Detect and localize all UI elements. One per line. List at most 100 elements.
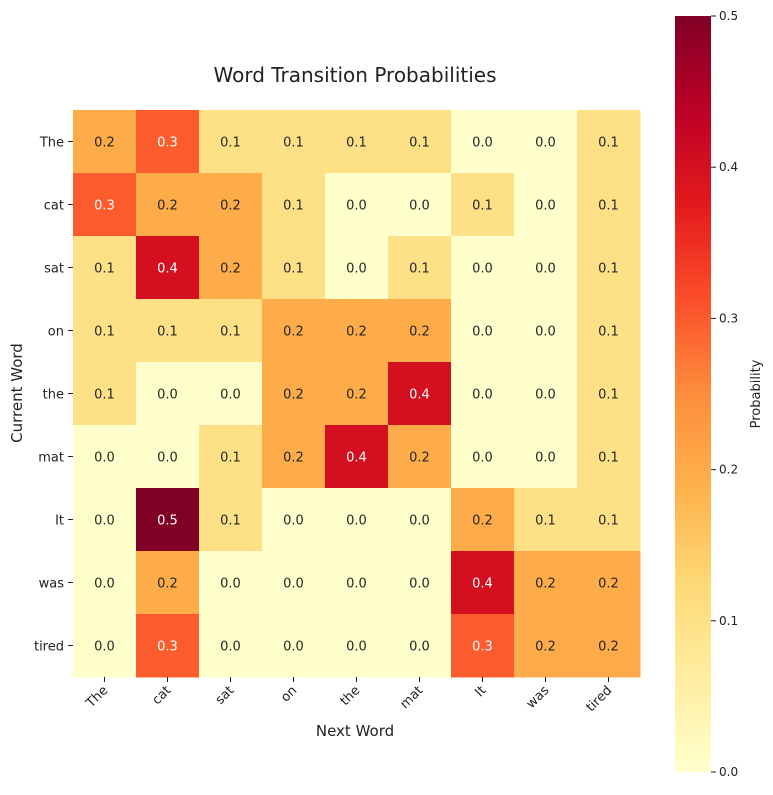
heatmap-cell-mat-tired [577, 425, 641, 489]
x-tick-label: cat [149, 683, 174, 708]
cell-value-label: 0.1 [598, 136, 619, 151]
heatmap-cell-was-The [73, 551, 137, 615]
heatmap-cell-the-tired [577, 362, 641, 426]
heatmap-cell-cat-It [451, 173, 515, 237]
cell-value-label: 0.2 [283, 451, 304, 466]
cell-value-label: 0.0 [220, 388, 241, 403]
cell-value-label: 0.0 [409, 577, 430, 592]
cell-value-label: 0.0 [409, 514, 430, 529]
cell-value-label: 0.2 [598, 640, 619, 655]
cell-value-label: 0.3 [472, 640, 493, 655]
cell-value-label: 0.3 [157, 640, 178, 655]
cell-value-label: 0.1 [598, 451, 619, 466]
cell-value-label: 0.0 [535, 199, 556, 214]
heatmap-cell-It-sat [199, 488, 263, 552]
heatmap-cell-mat-mat [388, 425, 452, 489]
heatmap-cell-was-cat [136, 551, 200, 615]
cell-value-label: 0.1 [598, 514, 619, 529]
heatmap-cell-The-on [262, 110, 326, 174]
x-tick-label: The [83, 683, 111, 711]
cell-value-label: 0.0 [220, 640, 241, 655]
heatmap-cell-It-tired [577, 488, 641, 552]
cell-value-label: 0.1 [409, 136, 430, 151]
heatmap-cell-cat-The [73, 173, 137, 237]
heatmap-cell-cat-on [262, 173, 326, 237]
heatmap-cell-mat-cat [136, 425, 200, 489]
heatmap-cell-cat-tired [577, 173, 641, 237]
cell-value-label: 0.1 [220, 136, 241, 151]
x-tick-label: tired [583, 683, 615, 715]
heatmap-cell-cat-mat [388, 173, 452, 237]
y-axis-label: Current Word [8, 343, 26, 443]
heatmap-cell-sat-on [262, 236, 326, 300]
cell-value-label: 0.0 [535, 136, 556, 151]
cell-value-label: 0.4 [472, 577, 493, 592]
cell-value-label: 0.0 [283, 514, 304, 529]
colorbar-tick-label: 0.0 [719, 765, 738, 779]
cell-value-label: 0.1 [94, 388, 115, 403]
y-tick-label: The [39, 136, 64, 151]
cell-value-label: 0.0 [94, 451, 115, 466]
heatmap-cell-was-It [451, 551, 515, 615]
y-tick-label: mat [38, 451, 64, 466]
x-axis-ticks: The cat sat on the mat It was tired [83, 677, 615, 715]
heatmap-cell-the-mat [388, 362, 452, 426]
cell-value-label: 0.2 [220, 199, 241, 214]
heatmap-cell-tired-was [514, 614, 578, 678]
heatmap-cell-tired-It [451, 614, 515, 678]
cell-value-label: 0.1 [409, 262, 430, 277]
heatmap-cell-on-sat [199, 299, 263, 363]
heatmap-cell-The-was [514, 110, 578, 174]
heatmap-cell-It-was [514, 488, 578, 552]
cell-value-label: 0.2 [409, 451, 430, 466]
cell-value-label: 0.1 [283, 199, 304, 214]
heatmap-cell-was-sat [199, 551, 263, 615]
cell-value-label: 0.1 [94, 325, 115, 340]
cell-value-label: 0.1 [283, 136, 304, 151]
heatmap-cell-the-sat [199, 362, 263, 426]
cell-value-label: 0.0 [283, 577, 304, 592]
x-tick-label: was [524, 683, 553, 712]
x-axis-label: Next Word [316, 722, 394, 740]
cell-value-label: 0.2 [283, 325, 304, 340]
chart-title: Word Transition Probabilities [213, 63, 496, 87]
colorbar [675, 16, 711, 772]
cell-value-label: 0.2 [598, 577, 619, 592]
cell-value-label: 0.0 [346, 577, 367, 592]
y-tick-label: It [55, 514, 64, 529]
cell-value-label: 0.2 [283, 388, 304, 403]
cell-value-label: 0.2 [346, 325, 367, 340]
heatmap-cell-cat-the [325, 173, 389, 237]
heatmap-cell-tired-mat [388, 614, 452, 678]
cell-value-label: 0.0 [472, 262, 493, 277]
cell-value-label: 0.0 [472, 136, 493, 151]
cell-value-label: 0.0 [535, 451, 556, 466]
heatmap-cells [73, 110, 641, 678]
heatmap-cell-The-mat [388, 110, 452, 174]
colorbar-tick-label: 0.4 [719, 160, 738, 174]
cell-value-label: 0.0 [346, 199, 367, 214]
heatmap-cell-mat-was [514, 425, 578, 489]
heatmap-cell-cat-was [514, 173, 578, 237]
cell-value-label: 0.1 [472, 199, 493, 214]
heatmap-cell-The-cat [136, 110, 200, 174]
heatmap-cell-the-was [514, 362, 578, 426]
heatmap-cell-tired-tired [577, 614, 641, 678]
heatmap-cell-sat-tired [577, 236, 641, 300]
heatmap-cell-on-on [262, 299, 326, 363]
heatmap-cell-labels: 0.2 0.3 0.1 0.1 0.1 0.1 0.0 0.0 0.1 0.3 0.2 0.2 0.1 0… [94, 136, 619, 655]
heatmap-cell-sat-It [451, 236, 515, 300]
heatmap-cell-was-the [325, 551, 389, 615]
heatmap-cell-tired-sat [199, 614, 263, 678]
heatmap-cell-sat-sat [199, 236, 263, 300]
colorbar-label: Probability [749, 359, 764, 428]
cell-value-label: 0.2 [535, 640, 556, 655]
heatmap-cell-It-cat [136, 488, 200, 552]
heatmap-cell-tired-the [325, 614, 389, 678]
cell-value-label: 0.0 [346, 262, 367, 277]
cell-value-label: 0.0 [472, 451, 493, 466]
heatmap-cell-The-The [73, 110, 137, 174]
heatmap-cell-mat-sat [199, 425, 263, 489]
x-tick-label: mat [398, 683, 427, 712]
